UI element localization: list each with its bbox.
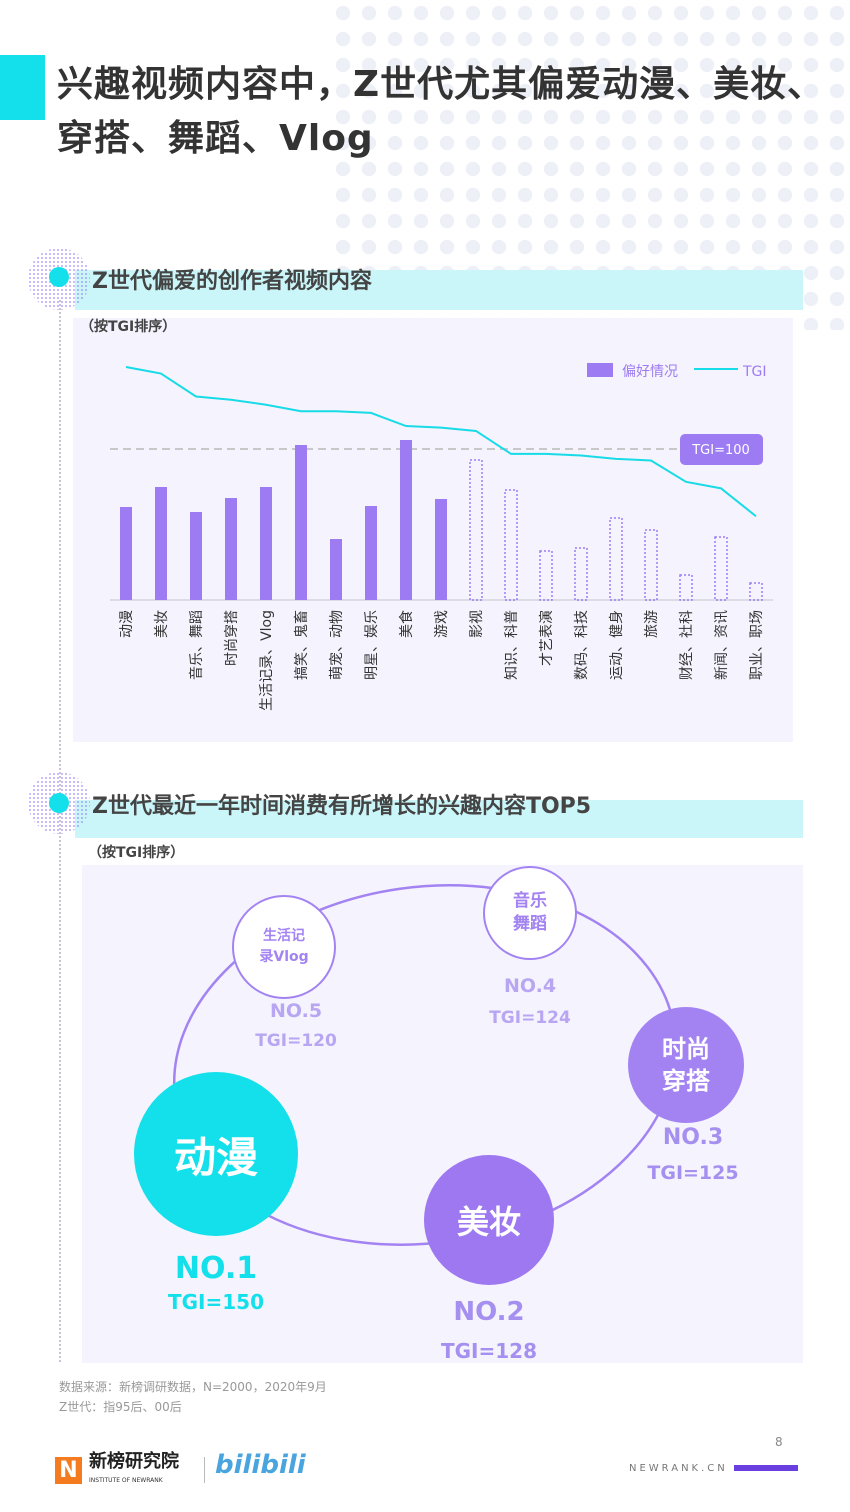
page-title: 兴趣视频内容中，Z世代尤其偏爱动漫、美妆、穿搭、舞蹈、Vlog bbox=[57, 64, 825, 159]
x-tick-label: 美食 bbox=[398, 610, 415, 638]
top1-tgi: TGI=150 bbox=[167, 1290, 265, 1314]
bar-18 bbox=[749, 582, 763, 601]
top1-rank: NO.1 bbox=[174, 1251, 258, 1286]
bar-7 bbox=[365, 506, 377, 600]
x-tick-label: 才艺表演 bbox=[539, 610, 555, 666]
top2-tgi: TGI=128 bbox=[440, 1339, 538, 1363]
newrank-logo-text: 新榜研究院 bbox=[89, 1451, 179, 1472]
bar-10 bbox=[469, 459, 483, 601]
x-tick-label: 明星、娱乐 bbox=[364, 610, 380, 680]
site-url: NEWRANK.CN bbox=[629, 1463, 728, 1474]
section1-band bbox=[75, 270, 803, 310]
top3-rank: NO.3 bbox=[662, 1125, 724, 1150]
top4-circle: 音乐舞蹈 bbox=[483, 866, 577, 960]
bar-8 bbox=[400, 440, 412, 600]
bar-5 bbox=[295, 445, 307, 600]
legend-bar-label: 偏好情况 bbox=[622, 364, 678, 380]
orbit-ellipse bbox=[172, 884, 678, 1246]
bar-line-chart: TGI=100 偏好情况 TGI 动漫 美妆 音乐、舞蹈 时尚穿搭 生活记录、Vlog 搞… bbox=[110, 363, 773, 711]
top5-circle: 生活记录Vlog bbox=[232, 895, 336, 999]
section1-note: （按TGI排序） bbox=[80, 319, 177, 335]
bar-2 bbox=[190, 512, 202, 600]
bar-14 bbox=[609, 517, 623, 601]
tgi-100-label: TGI=100 bbox=[691, 443, 750, 458]
page-number: 8 bbox=[775, 1435, 783, 1449]
footer-accent-bar bbox=[734, 1465, 798, 1471]
tgi-100-badge bbox=[680, 434, 763, 465]
x-tick-label: 数码、科技 bbox=[574, 610, 590, 680]
x-tick-label: 萌宠、动物 bbox=[329, 610, 345, 680]
x-tick-label: 音乐、舞蹈 bbox=[188, 610, 205, 680]
bar-6 bbox=[330, 539, 342, 600]
tgi-line bbox=[125, 366, 757, 518]
x-tick-label: 美妆 bbox=[154, 610, 170, 638]
top4-name: 音乐舞蹈 bbox=[512, 891, 547, 934]
x-tick-label: 旅游 bbox=[644, 610, 660, 638]
x-tick-label: 职业、职场 bbox=[749, 610, 765, 680]
top5-line1: 生活记 bbox=[263, 928, 305, 944]
top3-circle: 时尚 穿搭 bbox=[628, 1007, 744, 1123]
bar-11 bbox=[504, 489, 518, 601]
x-tick-label: 运动、健身 bbox=[609, 610, 625, 680]
bullet-icon bbox=[49, 267, 69, 287]
section2-band bbox=[75, 800, 803, 838]
bar-3 bbox=[225, 498, 237, 600]
top5-tgi: TGI=120 bbox=[255, 1031, 337, 1051]
x-tick-label: 动漫 bbox=[119, 610, 135, 638]
legend-bar-swatch bbox=[587, 363, 613, 377]
top3-tgi: TGI=125 bbox=[647, 1162, 739, 1184]
x-tick-label: 影视 bbox=[469, 610, 485, 638]
top1-circle: 动漫 bbox=[134, 1072, 298, 1236]
top3-line1: 时尚 bbox=[662, 1035, 710, 1063]
bar-9 bbox=[435, 499, 447, 600]
legend-line-label: TGI bbox=[742, 364, 767, 380]
top4-rank: NO.4 bbox=[503, 975, 557, 997]
x-tick-label: 知识、科普 bbox=[503, 610, 520, 680]
newrank-logo-en: INSTITUTE OF NEWRANK bbox=[89, 1477, 163, 1484]
top3-line2: 穿搭 bbox=[662, 1067, 710, 1095]
bar-4 bbox=[260, 487, 272, 600]
section2-title: Z世代最近一年时间消费有所增长的兴趣内容TOP5 bbox=[92, 794, 592, 819]
definition-note: Z世代：指95后、00后 bbox=[59, 1400, 182, 1414]
source-note: 数据来源：新榜调研数据，N=2000，2020年9月 bbox=[59, 1380, 327, 1394]
bar-16 bbox=[679, 574, 693, 601]
bar-0 bbox=[120, 507, 132, 600]
top5-line2: 录Vlog bbox=[259, 949, 309, 965]
top2-name: 美妆 bbox=[456, 1203, 521, 1241]
bar-15 bbox=[644, 529, 658, 601]
bilibili-logo: bilibili bbox=[215, 1450, 306, 1480]
bar-17 bbox=[714, 536, 728, 601]
section2-note: （按TGI排序） bbox=[88, 845, 185, 861]
bar-12 bbox=[539, 550, 553, 601]
x-tick-label: 新闻、资讯 bbox=[714, 610, 730, 680]
top1-name: 动漫 bbox=[173, 1132, 258, 1182]
title-accent bbox=[0, 55, 45, 120]
top5-rank: NO.5 bbox=[269, 1000, 323, 1022]
bar-13 bbox=[574, 547, 588, 601]
section1-title: Z世代偏爱的创作者视频内容 bbox=[92, 269, 372, 294]
x-tick-label: 财经、社科 bbox=[679, 610, 695, 680]
newrank-logo-icon: N bbox=[55, 1457, 82, 1484]
x-tick-label: 游戏 bbox=[434, 610, 450, 638]
x-tick-label: 搞笑、鬼畜 bbox=[294, 610, 310, 680]
logo-divider bbox=[204, 1457, 205, 1483]
top2-rank: NO.2 bbox=[453, 1297, 525, 1327]
top4-tgi: TGI=124 bbox=[489, 1008, 571, 1028]
top2-circle: 美妆 bbox=[424, 1155, 554, 1285]
bar-1 bbox=[155, 487, 167, 600]
bullet-icon bbox=[49, 793, 69, 813]
x-tick-label: 时尚穿搭 bbox=[224, 610, 240, 666]
x-tick-label: 生活记录、Vlog bbox=[259, 610, 275, 711]
